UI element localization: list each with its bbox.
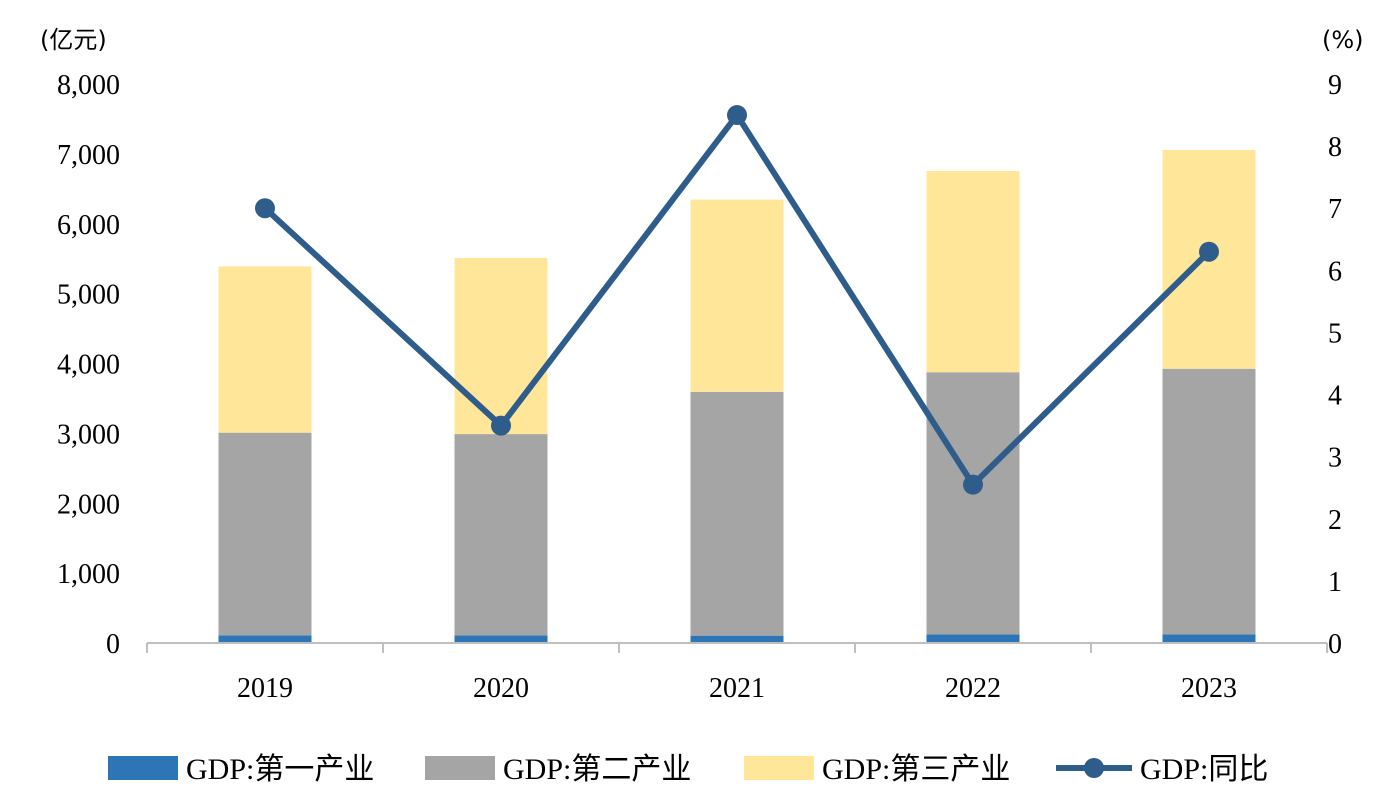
bar-segment-3	[926, 170, 1020, 373]
legend-swatch	[425, 756, 495, 780]
yoy-point	[963, 474, 983, 495]
bar-segment-1	[690, 635, 784, 643]
left-tick-label: 8,000	[57, 70, 120, 101]
legend-marker	[1084, 758, 1104, 778]
category-label: 2019	[237, 673, 293, 704]
bar-segment-2	[926, 372, 1020, 635]
category-label: 2020	[473, 673, 529, 704]
bar-segment-3	[218, 266, 312, 433]
left-tick-label: 2,000	[57, 489, 120, 520]
legend-swatch	[744, 756, 814, 780]
yoy-point	[255, 198, 275, 219]
category-label: 2021	[709, 673, 765, 704]
right-tick-label: 0	[1328, 629, 1342, 660]
bar-segment-2	[454, 434, 548, 636]
legend-item-1: GDP:第一产业	[108, 753, 374, 786]
bar-segment-3	[454, 257, 548, 435]
legend-item-2: GDP:第二产业	[425, 753, 691, 786]
left-tick-label: 1,000	[57, 559, 120, 590]
x-axis-ticks	[146, 643, 1328, 653]
legend: GDP:第一产业 GDP:第二产业 GDP:第三产业 GDP:同比	[108, 753, 1268, 786]
bar-segment-3	[690, 199, 784, 392]
legend-item-4: GDP:同比	[1056, 753, 1268, 786]
left-tick-label: 3,000	[57, 419, 120, 450]
bar-segment-2	[690, 391, 784, 636]
legend-label: GDP:第三产业	[822, 753, 1010, 786]
left-axis-ticks: 0 1,000 2,000 3,000 4,000 5,000 6,000 7,000 8,00…	[57, 70, 120, 660]
yoy-point	[1199, 241, 1219, 262]
bar-segment-2	[1162, 368, 1256, 635]
right-tick-label: 2	[1328, 505, 1342, 536]
line-series	[255, 105, 1219, 495]
right-tick-label: 7	[1328, 194, 1342, 225]
bar-segment-1	[218, 635, 312, 643]
legend-label: GDP:第一产业	[186, 753, 374, 786]
legend-label: GDP:第二产业	[503, 753, 691, 786]
bar-segment-1	[454, 635, 548, 643]
left-tick-label: 6,000	[57, 210, 120, 241]
right-tick-label: 6	[1328, 256, 1342, 287]
x-axis-labels: 2019 2020 2021 2022 2023	[237, 673, 1237, 704]
left-tick-label: 0	[106, 629, 120, 660]
legend-swatch	[108, 756, 178, 780]
right-axis-ticks: 0 1 2 3 4 5 6 7 8 9	[1328, 70, 1342, 660]
category-label: 2023	[1181, 673, 1237, 704]
left-tick-label: 4,000	[57, 350, 120, 381]
bar-series	[218, 150, 1256, 643]
category-label: 2022	[945, 673, 1001, 704]
left-axis-unit: (亿元)	[40, 26, 107, 54]
yoy-point	[491, 415, 511, 436]
right-axis-unit: (%)	[1322, 26, 1364, 54]
legend-item-3: GDP:第三产业	[744, 753, 1010, 786]
right-tick-label: 9	[1328, 70, 1342, 101]
right-tick-label: 8	[1328, 132, 1342, 163]
yoy-point	[727, 105, 747, 126]
left-tick-label: 7,000	[57, 140, 120, 171]
left-tick-label: 5,000	[57, 280, 120, 311]
right-tick-label: 5	[1328, 318, 1342, 349]
bar-segment-1	[926, 634, 1020, 643]
bar-segment-2	[218, 432, 312, 636]
right-tick-label: 3	[1328, 443, 1342, 474]
legend-label: GDP:同比	[1140, 753, 1268, 786]
right-tick-label: 4	[1328, 381, 1342, 412]
right-tick-label: 1	[1328, 567, 1342, 598]
bar-segment-1	[1162, 634, 1256, 643]
